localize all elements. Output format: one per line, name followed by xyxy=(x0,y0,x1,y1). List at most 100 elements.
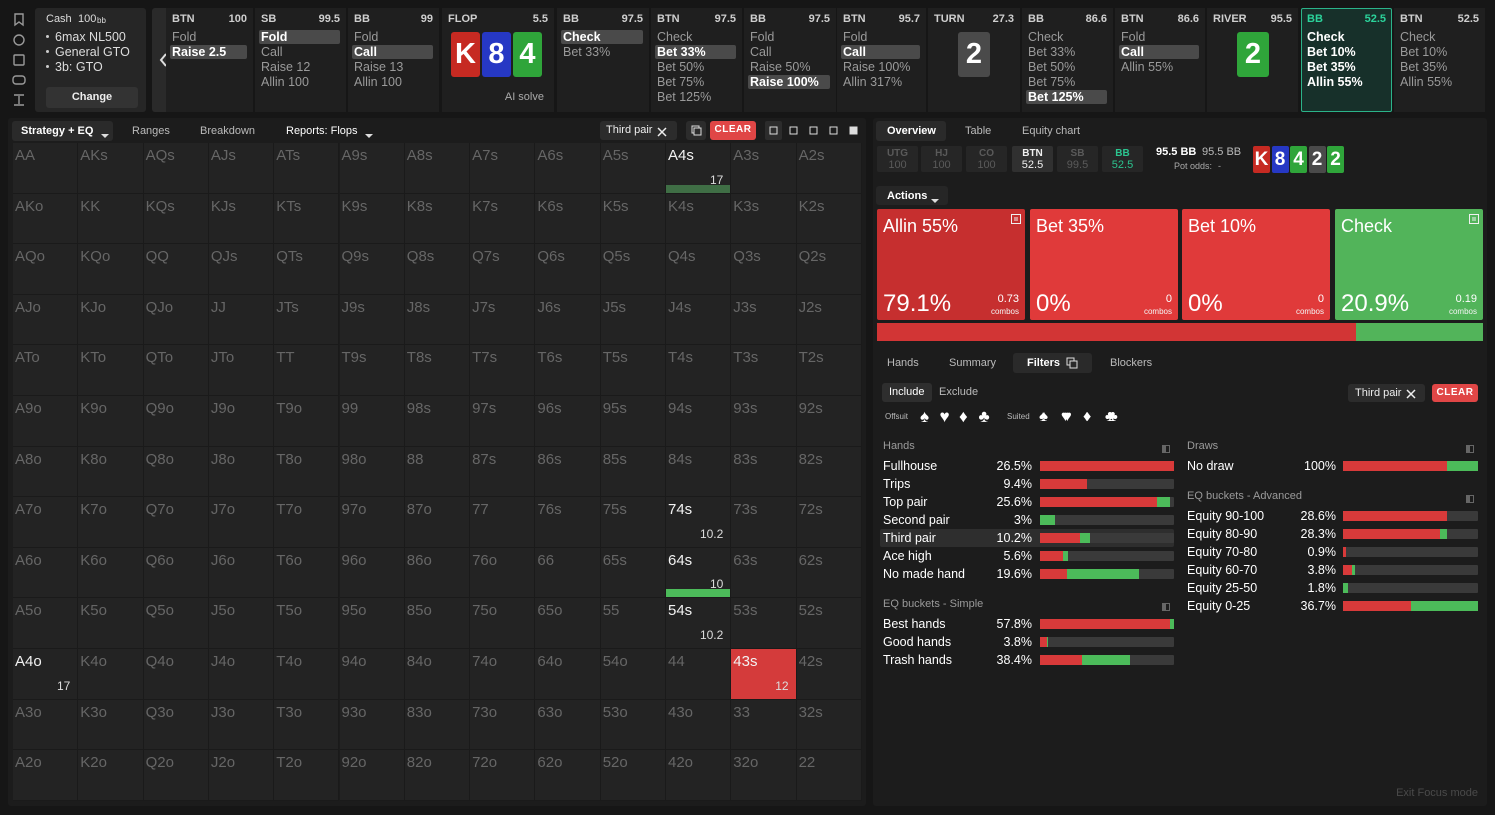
hand-cell[interactable]: 77 xyxy=(470,497,536,548)
hand-cell[interactable]: 64s 10 xyxy=(666,547,732,599)
clear-button[interactable]: CLEAR xyxy=(710,121,756,140)
hand-label[interactable]: 33 xyxy=(733,703,750,721)
hand-cell[interactable]: T4s xyxy=(666,345,732,396)
hand-label[interactable]: A3o xyxy=(15,703,42,721)
hand-cell[interactable]: 97o xyxy=(339,497,405,548)
hand-cell[interactable]: 32s xyxy=(796,699,862,751)
hand-cell[interactable]: AJs xyxy=(208,143,275,194)
hand-label[interactable]: Q9o xyxy=(145,400,174,417)
hand-cell[interactable]: J2s xyxy=(796,294,862,346)
panel-subtab[interactable]: Blockers xyxy=(1110,357,1153,369)
hand-label[interactable]: Q4o xyxy=(145,653,174,670)
hand-label[interactable]: T2o xyxy=(276,754,303,772)
hand-label[interactable]: J7o xyxy=(210,501,236,519)
hand-label[interactable]: J3s xyxy=(733,298,757,316)
hand-cell[interactable]: A5o xyxy=(13,598,79,649)
hand-label[interactable]: Q3o xyxy=(145,703,174,721)
hand-label[interactable]: 92s xyxy=(798,400,823,417)
hand-cell[interactable]: 75o xyxy=(470,598,536,649)
hand-label[interactable]: 62o xyxy=(537,754,563,772)
hand-cell[interactable]: KTo xyxy=(78,345,144,396)
hand-cell[interactable]: 54o xyxy=(600,649,666,700)
hand-cell[interactable]: J5o xyxy=(208,598,275,649)
hand-cell[interactable]: Q3o xyxy=(143,699,209,751)
hand-cell[interactable]: 72s xyxy=(796,497,862,548)
hand-label[interactable]: 62s xyxy=(798,551,823,569)
hand-label[interactable]: 95s xyxy=(602,400,627,417)
hand-label[interactable]: K6s xyxy=(537,197,564,215)
hand-label[interactable]: 87s xyxy=(472,450,497,468)
actions-dropdown[interactable]: Actions xyxy=(876,186,948,205)
hand-cell[interactable]: K8o xyxy=(78,446,144,498)
hand-cell[interactable]: 94s xyxy=(666,396,732,447)
hand-label[interactable]: 99 xyxy=(341,400,359,417)
hand-label[interactable]: J4s xyxy=(668,298,692,316)
hand-cell[interactable]: Q5s xyxy=(600,244,666,295)
hand-cell[interactable]: 62o xyxy=(535,750,601,801)
action-option[interactable]: Raise 100% xyxy=(843,60,911,74)
hand-label[interactable]: 32o xyxy=(733,754,759,772)
hand-cell[interactable]: A9o xyxy=(13,396,79,447)
hand-label[interactable]: 65s xyxy=(602,551,627,569)
hand-label[interactable]: K4o xyxy=(80,653,107,670)
hand-label[interactable]: 42o xyxy=(668,754,694,772)
hand-label[interactable]: JJ xyxy=(210,298,226,316)
hand-label[interactable]: 76s xyxy=(537,501,562,519)
hand-label[interactable]: J5o xyxy=(210,602,236,620)
hand-label[interactable]: AA xyxy=(15,147,36,164)
hand-cell[interactable]: 73s xyxy=(731,497,797,548)
hand-cell[interactable]: K2o xyxy=(78,750,144,801)
hand-cell[interactable]: 92s xyxy=(796,396,862,447)
hand-cell[interactable]: QTs xyxy=(274,244,340,295)
hand-cell[interactable]: 63s xyxy=(731,547,797,599)
action-option[interactable]: Bet 125% xyxy=(657,90,712,104)
hand-label[interactable]: J3o xyxy=(210,703,236,721)
hand-cell[interactable]: T5o xyxy=(274,598,340,649)
hand-cell[interactable]: A3o xyxy=(13,699,79,751)
hand-cell[interactable]: 97s xyxy=(470,396,536,447)
hand-label[interactable]: 73o xyxy=(472,703,498,721)
hand-cell[interactable]: 94o xyxy=(339,649,405,700)
action-column[interactable] xyxy=(1394,8,1485,112)
seat[interactable]: BB 52.5 xyxy=(1102,146,1143,172)
hand-label[interactable]: AQo xyxy=(15,248,46,266)
action-option[interactable]: Allin 317% xyxy=(843,75,903,89)
hand-label[interactable]: QQ xyxy=(145,248,169,266)
clear-button[interactable]: CLEAR xyxy=(1432,384,1478,402)
strategy-card[interactable]: Bet 10% 0% 0 combos xyxy=(1182,209,1330,320)
hand-label[interactable]: K9s xyxy=(341,197,368,215)
hand-label[interactable]: J9o xyxy=(210,400,236,417)
action-option[interactable]: Raise 50% xyxy=(750,60,811,74)
hand-cell[interactable]: 96s xyxy=(535,396,601,447)
action-option[interactable]: Call xyxy=(354,45,377,59)
panel-tab[interactable]: Breakdown xyxy=(200,125,256,137)
hand-cell[interactable]: 43o xyxy=(666,699,732,751)
panel-subtab[interactable]: Hands xyxy=(887,357,919,369)
hand-cell[interactable]: 75s xyxy=(600,497,666,548)
hand-label[interactable]: KTo xyxy=(80,349,107,367)
hand-cell[interactable]: 65o xyxy=(535,598,601,649)
action-option[interactable]: Bet 10% xyxy=(1307,45,1356,59)
hand-cell[interactable]: 43s 12 xyxy=(731,649,797,700)
action-option[interactable]: Call xyxy=(750,45,772,59)
suit-filter[interactable]: ♦ xyxy=(959,407,968,426)
hand-label[interactable]: 74o xyxy=(472,653,498,670)
action-column[interactable] xyxy=(348,8,439,112)
suit-filter[interactable]: ♦♦ xyxy=(1083,408,1094,425)
hand-label[interactable]: 83o xyxy=(406,703,432,721)
hand-label[interactable]: 32s xyxy=(798,703,823,721)
hand-label[interactable]: A4o xyxy=(15,653,42,670)
hand-label[interactable]: 22 xyxy=(798,754,816,772)
hand-label[interactable]: K8o xyxy=(80,450,107,468)
hand-cell[interactable]: 93o xyxy=(339,699,405,751)
hand-cell[interactable]: K4s xyxy=(666,193,732,245)
hand-label[interactable]: 75o xyxy=(472,602,498,620)
hand-cell[interactable]: 87s xyxy=(470,446,536,498)
hand-cell[interactable]: KTs xyxy=(274,193,340,245)
hand-label[interactable]: T5s xyxy=(602,349,628,367)
hand-label[interactable]: 63s xyxy=(733,551,758,569)
suit-filter[interactable]: ♣ xyxy=(978,407,990,426)
hand-cell[interactable]: T5s xyxy=(600,345,666,396)
hand-label[interactable]: T3s xyxy=(733,349,759,367)
hand-label[interactable]: 97s xyxy=(472,400,497,417)
